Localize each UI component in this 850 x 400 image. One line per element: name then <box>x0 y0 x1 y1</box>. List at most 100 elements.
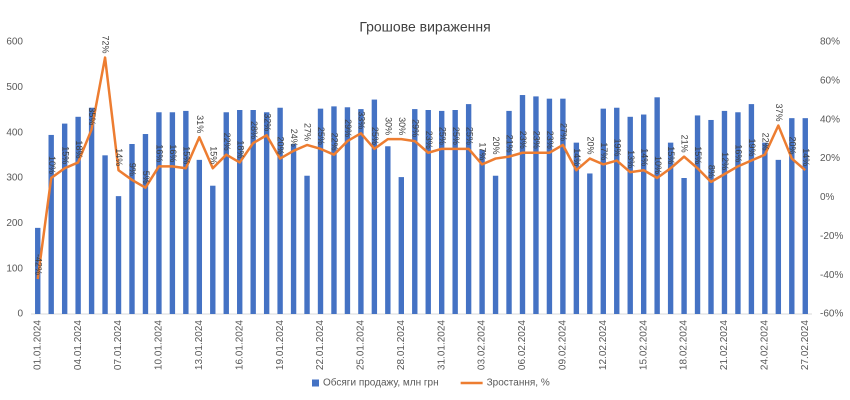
bar <box>61 123 68 314</box>
x-tick-label: 10.01.2024 <box>154 320 165 370</box>
x-tick-label: 04.01.2024 <box>73 320 84 370</box>
bar <box>587 173 593 314</box>
bar <box>142 134 149 314</box>
x-tick-label: 21.02.2024 <box>719 320 730 370</box>
bar <box>317 108 324 314</box>
bar <box>802 118 808 314</box>
data-label: 15% <box>666 146 676 164</box>
legend-label: Обсяги продажу, млн грн <box>323 377 439 389</box>
bar <box>614 107 620 314</box>
bar <box>129 144 135 314</box>
data-label: 22% <box>222 133 232 151</box>
data-label: 23% <box>424 131 434 149</box>
data-label: 15% <box>181 146 191 164</box>
bar <box>667 142 674 314</box>
data-label: 14% <box>801 148 811 166</box>
x-tick-label: 27.02.2024 <box>800 320 811 370</box>
y2-tick-label: 60% <box>820 75 840 86</box>
data-label: 16% <box>168 144 178 162</box>
x-tick-label: 19.01.2024 <box>275 320 286 370</box>
data-label: 27% <box>303 123 313 141</box>
legend-label: Зростання, % <box>487 378 550 389</box>
data-label: 8% <box>707 165 717 178</box>
data-label: 18% <box>74 140 84 158</box>
x-tick-label: 13.01.2024 <box>194 320 205 370</box>
bar <box>627 116 633 314</box>
x-tick-label: 06.02.2024 <box>517 320 528 370</box>
bar <box>533 96 539 315</box>
data-label: 19% <box>747 138 757 156</box>
bar <box>290 144 297 314</box>
data-label: 25% <box>437 127 447 145</box>
bar <box>492 175 499 314</box>
data-label: 17% <box>599 142 609 160</box>
data-label: 9% <box>128 163 138 176</box>
bar <box>519 95 526 314</box>
data-label: 28% <box>249 121 259 139</box>
data-label: 29% <box>343 119 353 137</box>
bar <box>465 104 472 315</box>
data-label: 15% <box>60 146 70 164</box>
bar <box>223 112 229 315</box>
y-tick-label: 300 <box>6 173 23 184</box>
bar <box>708 119 714 315</box>
data-label: 20% <box>276 137 286 155</box>
bar <box>439 110 445 314</box>
data-label: 29% <box>410 119 420 137</box>
data-label: 20% <box>491 137 501 155</box>
data-label: 10% <box>47 156 57 174</box>
bar <box>196 159 203 314</box>
data-label: 25% <box>370 127 380 145</box>
bar <box>479 149 485 314</box>
x-tick-label: 18.02.2024 <box>679 320 690 370</box>
bar <box>156 112 162 315</box>
x-tick-label: 22.01.2024 <box>315 320 326 370</box>
y-tick-label: 500 <box>6 82 23 93</box>
data-label: 21% <box>505 135 515 153</box>
data-label: 23% <box>545 131 555 149</box>
bar <box>506 110 512 314</box>
y2-tick-label: 0% <box>820 192 835 203</box>
x-tick-label: 12.02.2024 <box>598 320 609 370</box>
bar <box>452 110 458 314</box>
x-tick-label: 28.01.2024 <box>396 320 407 370</box>
data-label: 23% <box>518 131 528 149</box>
y-tick-label: 600 <box>6 37 23 48</box>
data-label: 16% <box>155 144 165 162</box>
data-label: 31% <box>195 115 205 133</box>
bar <box>250 110 256 314</box>
bar <box>775 159 782 314</box>
data-label: 30% <box>397 117 407 135</box>
bar <box>75 116 81 314</box>
bar <box>735 112 741 315</box>
data-label: 35% <box>87 107 97 125</box>
bar <box>681 178 687 314</box>
data-label: 20% <box>787 137 797 155</box>
x-tick-label: 15.02.2024 <box>638 320 649 370</box>
bar <box>654 97 660 314</box>
data-label: 13% <box>626 150 636 168</box>
data-label: 25% <box>451 127 461 145</box>
data-label: 16% <box>734 144 744 162</box>
data-label: 24% <box>289 129 299 147</box>
x-tick-label: 16.01.2024 <box>234 320 245 370</box>
line <box>36 56 807 280</box>
data-label: 14% <box>114 148 124 166</box>
bar <box>277 107 283 314</box>
bar <box>263 112 270 315</box>
legend-swatch <box>312 379 319 387</box>
data-label: 23% <box>532 131 542 149</box>
data-label: 15% <box>208 146 218 164</box>
y2-tick-label: 80% <box>820 37 840 48</box>
data-label: 30% <box>383 117 393 135</box>
data-label: 21% <box>680 135 690 153</box>
y2-tick-label: -40% <box>820 270 843 281</box>
data-label: 14% <box>639 148 649 166</box>
data-label: 10% <box>653 156 663 174</box>
bar <box>425 110 431 314</box>
data-label: 25% <box>316 127 326 145</box>
data-label: 19% <box>612 138 622 156</box>
bar <box>210 185 216 314</box>
x-tick-label: 24.02.2024 <box>760 320 771 370</box>
data-label: 14% <box>572 148 582 166</box>
